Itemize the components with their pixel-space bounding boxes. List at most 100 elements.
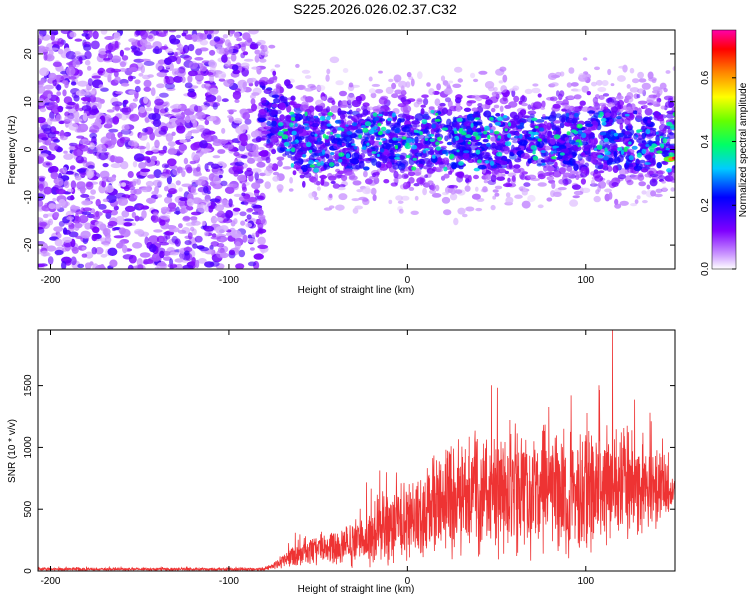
spectrogram-heatmap xyxy=(38,30,675,269)
spectrogram-cell xyxy=(405,137,413,143)
spectrogram-cell xyxy=(187,88,195,93)
spectrogram-cell xyxy=(414,152,423,157)
spectrogram-cell xyxy=(332,183,340,189)
spectrogram-cell xyxy=(204,231,209,237)
spectrogram-cell xyxy=(300,96,306,102)
spectrogram-cell xyxy=(246,238,257,243)
spectrogram-cell xyxy=(115,91,124,95)
spectrogram-cell xyxy=(38,85,46,94)
spectrogram-cell xyxy=(495,142,503,149)
spectrogram-cell xyxy=(66,62,75,66)
spectrogram-cell xyxy=(334,119,341,124)
spectrogram-cell xyxy=(397,113,407,118)
spectrogram-cell xyxy=(402,105,412,113)
spectrogram-cell xyxy=(313,196,319,201)
spectrogram-cell xyxy=(441,127,449,131)
spectrogram-cell xyxy=(581,85,589,93)
spectrogram-cell xyxy=(556,90,560,97)
spectrogram-cell xyxy=(216,95,222,103)
spectrogram-cell xyxy=(616,147,622,152)
spectrogram-cell xyxy=(665,147,670,151)
spectrogram-cell xyxy=(449,129,454,135)
spectrogram-cell xyxy=(519,122,525,127)
spectrogram-cell xyxy=(237,174,247,182)
spectrogram-cell xyxy=(369,175,379,180)
spectrogram-cell xyxy=(175,34,181,39)
spectrogram-cell xyxy=(240,154,248,159)
spectrogram-cell xyxy=(90,189,96,195)
spectrogram-cell xyxy=(395,195,403,201)
spectrogram-cell xyxy=(521,115,531,119)
spectrogram-cell xyxy=(470,139,479,146)
spectrogram-cell xyxy=(604,150,611,156)
spectrogram-cell xyxy=(335,204,345,211)
spectrogram-cell xyxy=(69,165,76,170)
spectrogram-cell xyxy=(548,172,554,178)
spectrogram-cell xyxy=(372,126,378,130)
spectrogram-cell xyxy=(446,141,453,146)
spectrogram-cell xyxy=(549,138,556,145)
spectrogram-cell xyxy=(603,106,609,110)
spectrogram-cell xyxy=(484,125,490,131)
spectrogram-cell xyxy=(221,127,226,134)
spectrogram-cell xyxy=(68,231,79,238)
spectrogram-cell xyxy=(655,188,663,193)
spectrogram-cell xyxy=(252,204,263,209)
spectrogram-cell xyxy=(234,99,240,103)
spectrogram-cell xyxy=(102,209,113,214)
spectrogram-cell xyxy=(289,122,294,128)
spectrogram-cell xyxy=(570,129,577,133)
spectrogram-cell xyxy=(111,101,123,107)
spectrogram-cell xyxy=(491,142,496,149)
spectrogram-cell xyxy=(178,201,186,207)
spectrogram-cell xyxy=(178,66,186,74)
spectrogram-cell xyxy=(204,119,210,126)
spectrogram-cell xyxy=(391,93,399,99)
spectrogram-cell xyxy=(164,196,173,204)
spectrogram-cell xyxy=(572,158,577,166)
spectrogram-cell xyxy=(375,161,382,168)
spectrogram-cell xyxy=(210,215,218,224)
spectrogram-cell xyxy=(672,156,675,160)
spectrogram-cell xyxy=(495,156,503,161)
spectrogram-cell xyxy=(74,210,84,215)
spectrogram-cell xyxy=(440,75,446,82)
spectrogram-cell xyxy=(56,188,66,195)
spectrogram-cell xyxy=(648,170,654,175)
spectrogram-cell xyxy=(624,96,634,103)
spectrogram-cell xyxy=(555,127,560,132)
spectrogram-cell xyxy=(511,89,516,98)
spectrogram-cell xyxy=(254,55,260,63)
spectrogram-cell xyxy=(246,208,254,213)
spectrogram-cell xyxy=(626,84,631,89)
spectrogram-cell xyxy=(150,87,156,97)
spectrogram-cell xyxy=(666,121,673,127)
spectrogram-cell xyxy=(654,193,663,198)
spectrogram-cell xyxy=(119,68,127,72)
spectrogram-cell xyxy=(429,138,436,142)
spectrogram-cell xyxy=(641,148,647,154)
spectrogram-cell xyxy=(178,187,183,192)
spectrogram-cell xyxy=(659,82,667,90)
spectrogram-cell xyxy=(387,117,392,122)
spectrogram-cell xyxy=(337,158,343,163)
spectrogram-cell xyxy=(655,131,659,135)
spectrogram-cell xyxy=(133,195,138,199)
spectrogram-cell xyxy=(608,191,613,200)
spectrogram-cell xyxy=(38,45,46,51)
spectrogram-cell xyxy=(290,156,298,161)
spectrogram-cell xyxy=(270,120,277,127)
spectrogram-cell xyxy=(298,169,303,174)
spectrogram-cell xyxy=(482,186,488,193)
spectrogram-cell xyxy=(378,70,383,74)
spectrogram-cell xyxy=(258,109,268,114)
spectrogram-cell xyxy=(656,162,662,169)
spectrogram-cell xyxy=(251,232,256,238)
spectrogram-cell xyxy=(279,146,288,152)
spectrogram-cell xyxy=(238,196,248,202)
spectrogram-cell xyxy=(422,187,427,196)
spectrogram-cell xyxy=(102,198,110,203)
spectrogram-cell xyxy=(152,119,162,128)
spectrogram-cell xyxy=(567,112,577,120)
spectrogram-cell xyxy=(74,175,82,181)
